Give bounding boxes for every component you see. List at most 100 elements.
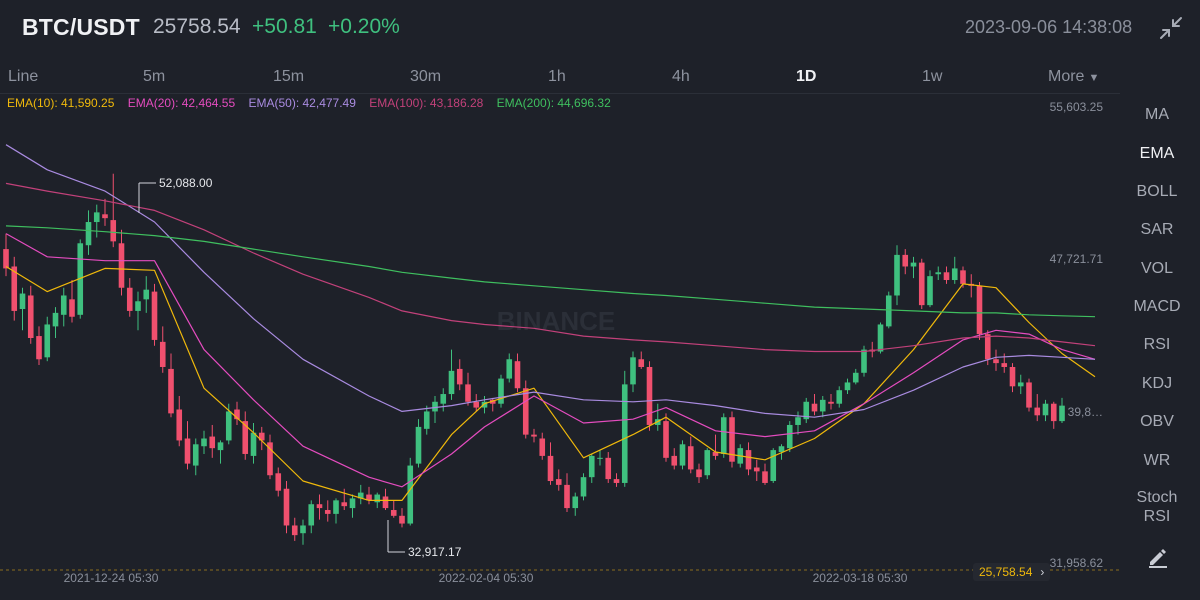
- candle-body: [192, 444, 199, 466]
- candle-body: [275, 473, 282, 491]
- candle-body: [852, 372, 859, 383]
- candle-body: [935, 272, 942, 275]
- candle-body: [69, 299, 75, 317]
- candle-body: [696, 469, 702, 478]
- candle-body: [300, 525, 306, 534]
- indicator-vol[interactable]: VOL: [1140, 260, 1173, 277]
- candle-body: [1042, 403, 1049, 416]
- candle-body: [456, 368, 463, 385]
- indicator-rsi[interactable]: RSI: [1143, 336, 1171, 353]
- ema10-legend: EMA(10): 41,590.25: [7, 96, 115, 110]
- indicator-sar[interactable]: SAR: [1140, 221, 1174, 238]
- candle-body: [118, 243, 125, 288]
- tf-1d[interactable]: 1D: [796, 68, 816, 86]
- high-annotation: 52,088.00: [138, 176, 213, 213]
- date-axis-label: 2022-03-18 05:30: [813, 571, 908, 585]
- candle-body: [489, 399, 496, 404]
- ema20-legend: EMA(20): 42,464.55: [127, 96, 236, 110]
- candle-body: [770, 450, 777, 482]
- candle-body: [283, 488, 290, 526]
- candle-body: [729, 417, 735, 462]
- candle-body: [894, 254, 900, 296]
- last-price-tag[interactable]: 25,758.54 ›: [973, 563, 1051, 581]
- candle-body: [432, 401, 438, 412]
- candle-body: [415, 426, 422, 464]
- candle-body: [993, 359, 999, 364]
- tf-5m[interactable]: 5m: [143, 68, 165, 86]
- candle-body: [564, 484, 570, 509]
- candle-body: [390, 510, 397, 516]
- candle-body: [184, 438, 191, 464]
- price-axis-label: 31,958.62: [1050, 556, 1104, 570]
- candle-body: [258, 432, 265, 441]
- high-label: 52,088.00: [159, 176, 213, 190]
- candle-body: [93, 212, 100, 223]
- candle-body: [819, 399, 826, 412]
- ema-legend: EMA(10): 41,590.25 EMA(20): 42,464.55 EM…: [7, 96, 621, 110]
- candle-body: [605, 457, 612, 480]
- candle-body: [597, 457, 603, 459]
- tf-5m-label: 5m: [143, 68, 166, 85]
- indicator-ema[interactable]: EMA: [1139, 145, 1175, 162]
- price-axis-label: 55,603.25: [1050, 100, 1104, 114]
- candle-body: [638, 359, 645, 367]
- candle-body: [745, 450, 752, 470]
- tf-line[interactable]: Line: [8, 68, 38, 86]
- collapse-arrows-icon[interactable]: [1158, 15, 1184, 41]
- candle-body: [588, 455, 595, 478]
- candle-body: [126, 287, 133, 311]
- candlestick-chart[interactable]: BINANCE 55,603.25 47,721.71 39,8… 31,958…: [0, 0, 1120, 600]
- candle-body: [77, 243, 84, 315]
- ema-line-ema20: [5, 233, 1096, 488]
- candle-body: [366, 494, 372, 501]
- candle-body: [1050, 403, 1057, 422]
- indicator-macd[interactable]: MACD: [1133, 298, 1181, 315]
- low-label: 32,917.17: [408, 545, 462, 559]
- candle-body: [151, 291, 158, 340]
- candle-body: [217, 442, 224, 451]
- price-change-percent: +0.20%: [328, 15, 400, 38]
- candle-body: [357, 492, 364, 499]
- candle-body: [465, 384, 471, 402]
- tf-1d-label: 1D: [796, 68, 817, 85]
- tf-4h[interactable]: 4h: [672, 68, 690, 86]
- tf-30m[interactable]: 30m: [410, 68, 441, 86]
- ema200-legend: EMA(200): 44,696.32: [496, 96, 611, 110]
- last-price: 25758.54: [153, 15, 241, 38]
- pair-symbol[interactable]: BTC/USDT: [22, 14, 140, 40]
- candle-body: [27, 295, 34, 338]
- indicator-ma[interactable]: MA: [1145, 106, 1169, 123]
- candle-body: [506, 359, 513, 379]
- candle-body: [720, 417, 727, 454]
- candle-body: [448, 370, 455, 395]
- candle-body: [36, 336, 42, 360]
- candle-body: [135, 301, 141, 311]
- candle-body: [646, 366, 653, 425]
- candle-body: [704, 450, 711, 476]
- candle-body: [522, 388, 529, 435]
- candle-body: [572, 496, 579, 509]
- pencil-icon[interactable]: [1146, 545, 1170, 569]
- tf-1h-label: 1h: [548, 68, 566, 85]
- candle-body: [308, 504, 315, 526]
- ema50-legend: EMA(50): 42,477.49: [248, 96, 356, 110]
- indicator-stoch-rsi[interactable]: Stoch RSI: [1136, 489, 1178, 525]
- indicator-boll[interactable]: BOLL: [1136, 183, 1178, 200]
- tf-15m[interactable]: 15m: [273, 68, 304, 86]
- tf-1w[interactable]: 1w: [922, 68, 942, 86]
- last-price-tag-value: 25,758.54: [979, 565, 1033, 579]
- candle-body: [539, 438, 546, 456]
- indicator-obv[interactable]: OBV: [1140, 413, 1174, 430]
- candle-body: [531, 434, 537, 437]
- candle-body: [168, 368, 174, 414]
- candle-body: [927, 276, 933, 306]
- indicator-kdj[interactable]: KDJ: [1141, 375, 1173, 392]
- tf-more[interactable]: More ▼: [1048, 68, 1099, 86]
- tf-1h[interactable]: 1h: [548, 68, 566, 86]
- candle-body: [762, 471, 768, 483]
- timeframe-bar: Line 5m 15m 30m 1h 4h 1D 1w More ▼: [0, 60, 1120, 94]
- price-change: +50.81: [252, 15, 317, 38]
- indicator-wr[interactable]: WR: [1143, 452, 1171, 469]
- candle-body: [159, 341, 166, 367]
- divider: [0, 93, 1120, 94]
